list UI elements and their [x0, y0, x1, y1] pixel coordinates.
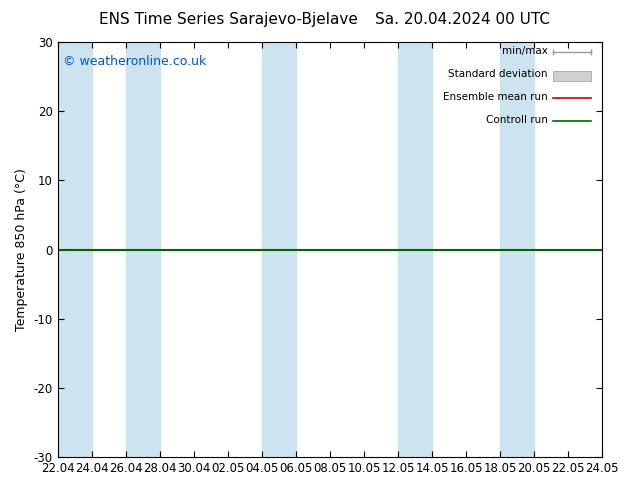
Bar: [126, 42, 160, 457]
FancyBboxPatch shape: [553, 71, 592, 81]
Text: Controll run: Controll run: [486, 115, 548, 124]
Text: ENS Time Series Sarajevo-Bjelave: ENS Time Series Sarajevo-Bjelave: [99, 12, 358, 27]
Text: Ensemble mean run: Ensemble mean run: [443, 92, 548, 102]
Bar: [262, 42, 296, 457]
Text: © weatheronline.co.uk: © weatheronline.co.uk: [63, 54, 206, 68]
Text: Standard deviation: Standard deviation: [448, 69, 548, 79]
Y-axis label: Temperature 850 hPa (°C): Temperature 850 hPa (°C): [15, 168, 28, 331]
Bar: [398, 42, 432, 457]
Bar: [500, 42, 534, 457]
Bar: [58, 42, 92, 457]
Text: min/max: min/max: [502, 46, 548, 56]
Text: Sa. 20.04.2024 00 UTC: Sa. 20.04.2024 00 UTC: [375, 12, 550, 27]
